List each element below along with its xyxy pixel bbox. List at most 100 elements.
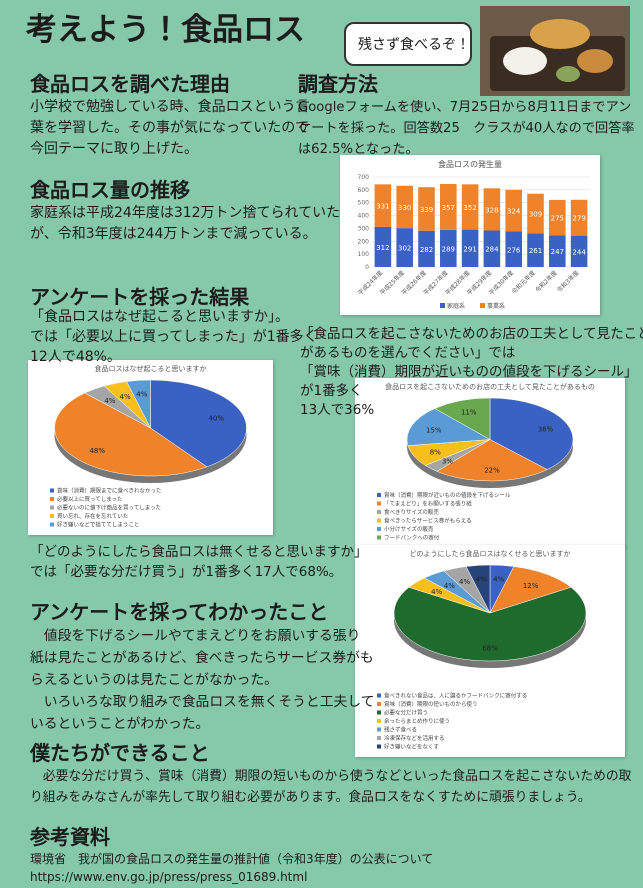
body-text: 値段を下げるシールやてまえどりをお願いする張り [30,624,360,644]
legend-label: 「てまえどり」をお願いする張り紙 [384,500,472,508]
y-tick-label: 0 [365,264,369,271]
x-tick-label: 令和元年度 [510,269,537,296]
food-photo [480,6,630,96]
value-label: 291 [463,245,476,253]
value-label: 15% [426,426,442,434]
value-label: 276 [507,246,521,254]
legend-swatch [377,694,381,698]
section-heading: 食品ロスを調べた理由 [30,68,230,97]
value-label: 8% [430,449,441,457]
legend-swatch [50,497,54,501]
value-label: 279 [572,215,585,223]
value-label: 244 [572,248,586,256]
legend-label: フードバンクへの寄付 [384,534,440,542]
value-label: 261 [529,247,542,255]
legend-swatch [440,303,445,308]
legend-label: 賞味（消費）期限の短いものから使う [384,700,478,708]
value-label: 48% [89,447,105,455]
legend-swatch [377,745,381,749]
legend-swatch [377,736,381,740]
legend-label: 残さず食べる [384,726,417,734]
value-label: 309 [529,211,542,219]
value-label: 247 [551,248,564,256]
legend-label: 必要ないのに値下げ商品を買ってしまった [57,504,161,512]
value-label: 4% [104,397,115,405]
pie-chart-card: 食品ロスを起こさないためのお店の工夫として見たことがあるもの36%22%3%8%… [355,378,625,548]
chart-title: 食品ロスの発生量 [438,159,502,169]
y-tick-label: 300 [358,225,370,232]
value-label: 302 [398,245,411,253]
chart: 食品ロスの発生量0100200300400500600700312331平成24… [340,155,600,315]
x-tick-label: 令和3年度 [555,269,580,294]
value-label: 4% [136,391,147,399]
legend-label: 食べきれない食品は、人に譲るかフードバンクに寄付する [384,692,527,700]
value-label: 284 [485,246,499,254]
chart: 食品ロスを起こさないためのお店の工夫として見たことがあるもの36%22%3%8%… [355,378,625,548]
body-text: いるということがわかった。 [30,712,209,732]
value-label: 328 [485,206,498,214]
legend-label: 好き嫌いなどをなくす [384,743,440,751]
value-label: 4% [120,393,131,401]
y-tick-label: 100 [358,251,370,258]
body-text: では「必要な分だけ買う」が1番多く17人で68%。 [30,560,342,580]
legend-swatch [377,719,381,723]
value-label: 4% [459,578,470,586]
body-text: 紙は見たことがあるけど、食べきったらサービス券がも [30,646,374,666]
body-text: 今回テーマに取り上げた。 [30,138,198,158]
y-tick-label: 700 [358,174,370,181]
body-text: 13人で36% [300,398,374,418]
chart: どのようにしたら食品ロスはなくせると思いますか4%12%68%4%4%4%4%食… [355,545,625,757]
legend-swatch [50,514,54,518]
section-heading: アンケートを採ってわかったこと [30,596,328,625]
body-text: 家庭系は平成24年度は312万トン捨てられていた [30,202,340,222]
x-tick-label: 令和2年度 [533,269,558,294]
legend-label: 家庭系 [447,302,465,310]
chart-title: 食品ロスを起こさないためのお店の工夫として見たことがあるもの [385,382,595,391]
legend-swatch [50,489,54,493]
legend-swatch [377,536,381,540]
chart: 食品ロスはなぜ起こると思いますか40%48%4%4%4%賞味（消費）期限までに食… [28,360,273,535]
body-text: いろいろな取り組みで食品ロスを無くそうと工夫して [30,690,375,710]
section-heading: 調査方法 [298,68,378,97]
legend-swatch [377,519,381,523]
bubble-text: 残さず食べるぞ！ [358,34,470,54]
y-tick-label: 600 [358,187,370,194]
value-label: 357 [442,204,455,212]
body-text: Googleフォームを使い、7月25日から8月11日までアン [298,96,631,115]
legend-swatch [377,527,381,531]
body-text: https://www.env.go.jp/press/press_01689.… [30,870,307,884]
value-label: 68% [482,645,498,653]
body-text: 「食品ロスはなぜ起こると思いますか」。 [30,306,289,326]
legend-swatch [377,493,381,497]
value-label: 40% [208,414,224,422]
body-text: 葉を学習した。その事が気になっていたので [30,117,309,137]
legend-label: 小分けサイズの販売 [384,525,434,533]
poster-title: 考えよう！食品ロス [26,4,305,49]
legend-swatch [50,506,54,510]
section-heading: 参考資料 [30,821,110,850]
legend-label: 必要以上に買ってしまった [57,495,123,503]
body-text: 環境省 我が国の食品ロスの発生量の推計値（令和3年度）の公表について [30,850,433,867]
legend-label: 必要な分だけ買う [384,709,428,717]
body-text: 「どのようにしたら食品ロスは無くせると思いますか」 [30,540,368,560]
speech-bubble: 残さず食べるぞ！ [344,22,472,66]
y-tick-label: 400 [358,213,370,220]
legend-swatch [377,702,381,706]
body-text: があるものを選んでください」では [300,341,515,361]
value-label: 352 [463,204,476,212]
value-label: 275 [551,215,564,223]
value-label: 4% [493,576,504,584]
value-label: 4% [476,576,487,584]
legend-swatch [377,711,381,715]
poster: 考えよう！食品ロス 残さず食べるぞ！ 食品ロスの発生量0100200300400… [0,0,643,888]
legend-label: 好き嫌いなどで捨ててしまうこと [57,521,139,529]
body-text: が、令和3年度は244万トンまで減っている。 [30,223,317,243]
body-text: 「賞味（消費）期限が近いものの値段を下げるシール」 [300,360,638,380]
value-label: 12% [523,582,539,590]
value-label: 3% [442,457,453,465]
value-label: 282 [420,246,433,254]
body-text: 小学校で勉強している時、食品ロスという言 [30,96,310,116]
legend-label: 余ったらまとめ作りに使う [384,717,450,725]
